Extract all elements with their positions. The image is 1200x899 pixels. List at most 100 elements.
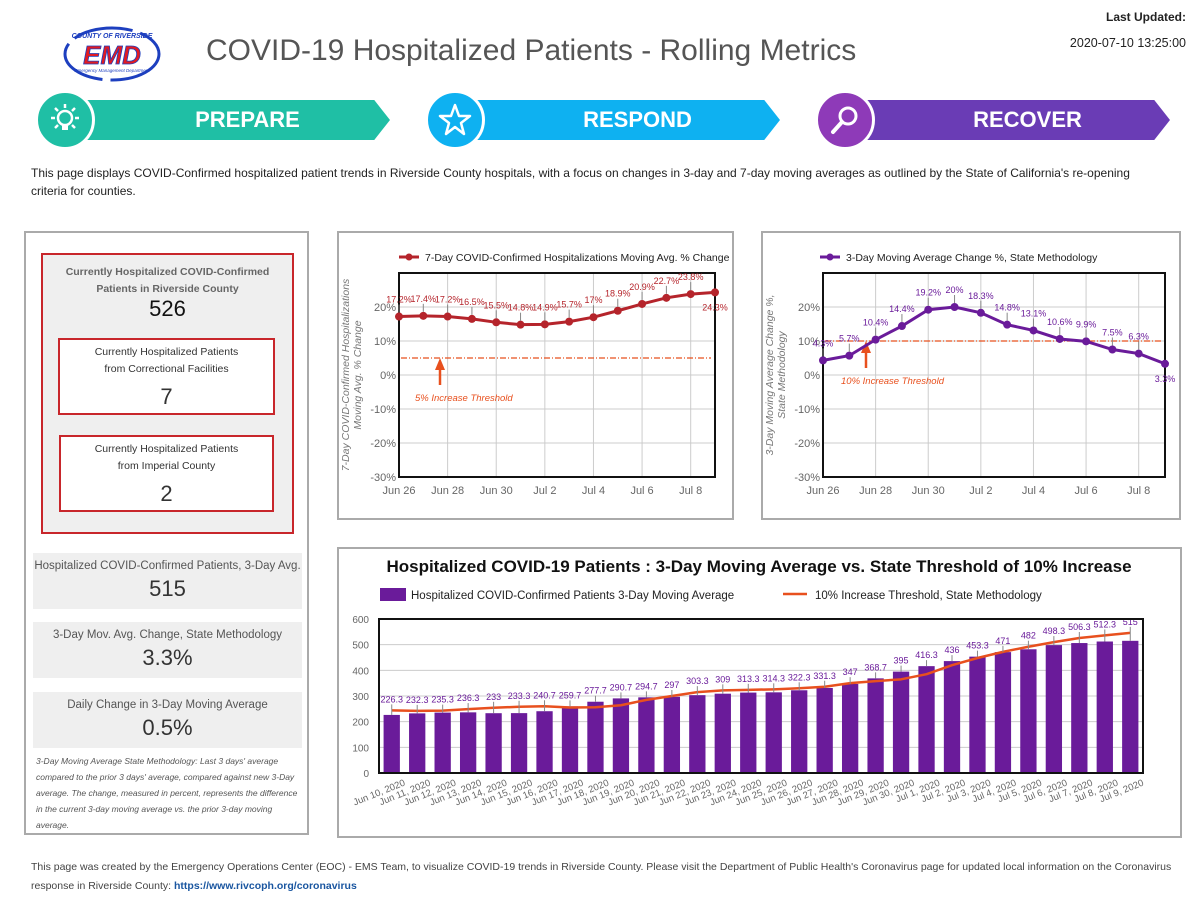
y-tick-label: 20%	[374, 302, 396, 314]
data-label: 240.7	[533, 690, 556, 700]
imperial-value: 2	[160, 481, 173, 506]
data-point	[443, 312, 452, 321]
data-point	[1055, 334, 1064, 343]
data-label: 10.4%	[863, 318, 889, 328]
data-label: 17%	[584, 295, 602, 305]
bar	[561, 706, 579, 773]
data-label: 18.3%	[968, 291, 994, 301]
data-label: 309	[715, 674, 730, 684]
bar	[510, 713, 528, 773]
data-label: 20%	[946, 285, 964, 295]
x-tick-label: Jun 26	[806, 485, 839, 497]
data-label: 294.7	[635, 681, 658, 691]
logo-bottom-text: Emergency Management Department	[74, 68, 150, 73]
bar	[791, 690, 808, 773]
x-tick-label: Jul 8	[1127, 485, 1150, 497]
data-label: 236.3	[457, 693, 480, 703]
phase-recover: RECOVER	[815, 90, 1170, 150]
kpi-value: 515	[149, 576, 186, 601]
data-point	[589, 313, 598, 322]
x-tick-label: Jul 2	[969, 485, 992, 497]
x-tick-label: Jul 4	[582, 485, 605, 497]
current-hospitalized-value: 526	[149, 296, 186, 321]
chart-bar-svg: Hospitalized COVID-19 Patients : 3-Day M…	[352, 557, 1146, 808]
intro-text: This page displays COVID-Confirmed hospi…	[31, 166, 1130, 198]
bar	[587, 701, 604, 773]
bar	[918, 666, 935, 773]
data-label: 10.6%	[1047, 317, 1073, 327]
data-point	[686, 290, 695, 299]
bar	[943, 661, 961, 773]
data-point	[871, 335, 880, 344]
threshold-line	[391, 631, 1131, 713]
data-point	[1108, 345, 1117, 354]
chart-7day-change: 7-Day COVID-Confirmed Hospitalizations M…	[337, 231, 734, 520]
data-point	[638, 299, 647, 308]
x-tick-label: Jul 8	[679, 485, 702, 497]
bar	[714, 693, 731, 773]
plot-frame	[378, 618, 1144, 774]
data-point	[976, 308, 985, 317]
data-label: 233	[486, 692, 501, 702]
data-label: 13.1%	[1021, 308, 1047, 318]
legend-label: 3-Day Moving Average Change %, State Met…	[846, 252, 1098, 264]
data-point	[819, 356, 827, 365]
correctional-label-1: Currently Hospitalized Patients	[94, 346, 239, 358]
data-point	[1003, 320, 1012, 329]
data-point	[492, 318, 501, 327]
x-tick-label: Jun 28	[859, 485, 892, 497]
data-point	[1029, 326, 1038, 335]
data-label: 303.3	[686, 676, 709, 686]
logo-top-text: COUNTY OF RIVERSIDE	[72, 33, 153, 40]
data-label: 17.2%	[435, 295, 461, 305]
chart-3day-svg: 3-Day Moving Average Change %, State Met…	[764, 252, 1176, 497]
bar	[1096, 641, 1113, 773]
correctional-box: Currently Hospitalized Patients from Cor…	[58, 338, 275, 415]
data-label: 232.3	[406, 695, 429, 705]
last-updated-label: Last Updated:	[1105, 10, 1186, 24]
correctional-value: 7	[160, 384, 173, 409]
kpi-3day-change: 3-Day Mov. Avg. Change, State Methodolog…	[33, 622, 302, 678]
current-hospitalized-label: Currently Hospitalized COVID-Confirmed P…	[65, 266, 270, 295]
legend-marker	[826, 253, 834, 261]
data-label: 5.7%	[839, 334, 860, 344]
data-label: 23.8%	[678, 272, 704, 282]
bar	[485, 713, 502, 773]
data-label: 506.3	[1068, 622, 1091, 632]
x-tick-label: Jun 26	[382, 485, 415, 497]
plot-frame	[398, 272, 716, 478]
data-point	[845, 351, 854, 360]
y-tick-label: 500	[352, 641, 369, 652]
data-label: 314.3	[762, 673, 785, 683]
data-point	[1082, 337, 1091, 346]
phase-label: PREPARE	[75, 100, 390, 140]
data-label: 14.8%	[994, 303, 1020, 313]
data-point	[613, 306, 622, 315]
data-label: 14.4%	[889, 304, 915, 314]
series-line	[398, 290, 716, 327]
bar	[816, 687, 833, 773]
data-point	[565, 317, 574, 326]
data-label: 226.3	[380, 694, 403, 704]
data-label: 3.3%	[1155, 374, 1176, 384]
data-label: 395	[894, 656, 909, 666]
page-title: COVID-19 Hospitalized Patients - Rolling…	[206, 34, 857, 67]
bar	[765, 692, 782, 773]
y-tick-label: 100	[352, 743, 369, 754]
data-point	[395, 312, 403, 321]
data-label: 322.3	[788, 672, 811, 682]
last-updated-value: 2020-07-10 13:25:00	[1069, 36, 1186, 50]
phase-label: RESPOND	[465, 100, 780, 140]
phase-prepare: PREPARE	[35, 90, 390, 150]
y-tick-label: 20%	[798, 302, 820, 314]
footer: This page was created by the Emergency O…	[31, 858, 1181, 896]
data-label: 16.5%	[459, 297, 485, 307]
footer-text: This page was created by the Emergency O…	[31, 861, 1172, 892]
y-tick-label: -20%	[794, 438, 820, 450]
data-label: 297	[664, 680, 679, 690]
data-label: 24.3%	[702, 302, 728, 312]
data-point	[419, 311, 428, 320]
emd-logo: COUNTY OF RIVERSIDE EMD Emergency Manage…	[62, 22, 162, 82]
data-label: 368.7	[864, 662, 887, 672]
rivcoph-link[interactable]: https://www.rivcoph.org/coronavirus	[174, 880, 357, 892]
